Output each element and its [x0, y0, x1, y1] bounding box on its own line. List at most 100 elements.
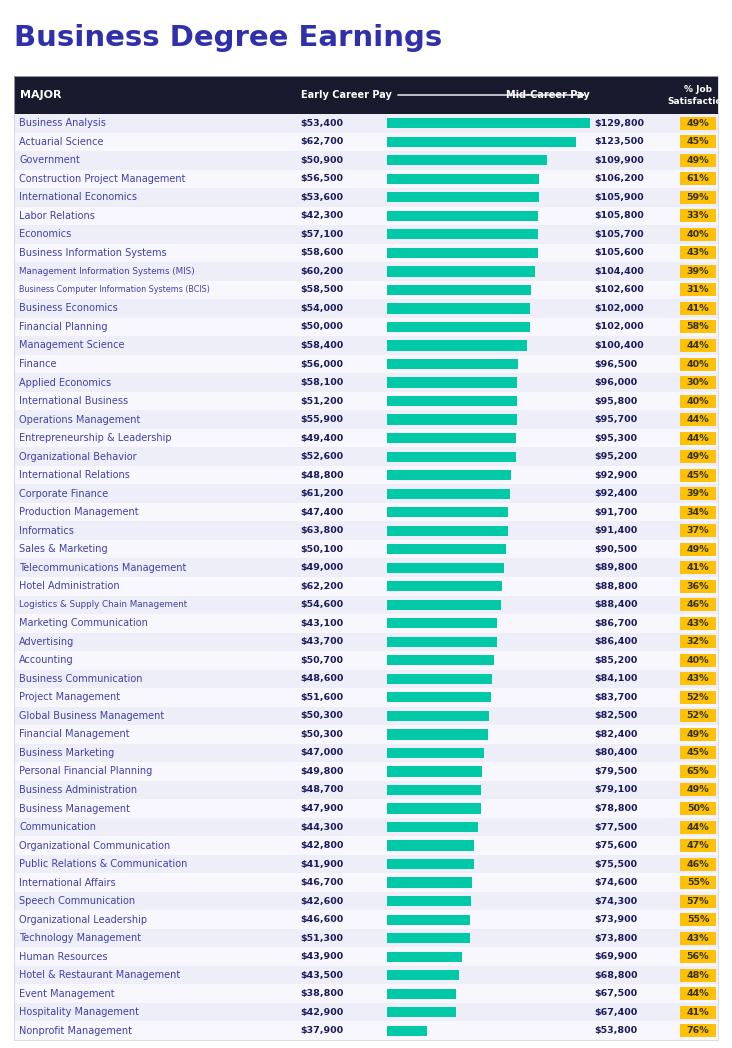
Text: Nonprofit Management: Nonprofit Management [19, 1026, 132, 1035]
Text: $47,000: $47,000 [300, 748, 343, 758]
Bar [680, 968, 716, 982]
Bar [387, 766, 482, 777]
Text: $46,700: $46,700 [300, 878, 343, 887]
Text: $78,800: $78,800 [594, 804, 638, 813]
Text: International Affairs: International Affairs [19, 877, 116, 888]
Text: $105,900: $105,900 [594, 193, 643, 202]
Text: $88,400: $88,400 [594, 601, 638, 609]
Text: 40%: 40% [687, 230, 709, 239]
Text: 37%: 37% [687, 526, 709, 536]
Text: 45%: 45% [687, 137, 709, 147]
Bar [680, 765, 716, 778]
Bar [14, 132, 718, 151]
Text: 43%: 43% [687, 934, 709, 942]
Text: $123,500: $123,500 [594, 137, 643, 147]
Bar [14, 114, 718, 132]
Text: $42,600: $42,600 [300, 897, 343, 905]
Bar [680, 987, 716, 1000]
Text: Project Management: Project Management [19, 693, 120, 702]
Bar [14, 170, 718, 188]
Text: 49%: 49% [687, 156, 709, 165]
Text: $51,600: $51,600 [300, 693, 343, 702]
Text: $85,200: $85,200 [594, 656, 638, 664]
Bar [680, 154, 716, 167]
Text: $62,700: $62,700 [300, 137, 343, 147]
Bar [387, 822, 478, 832]
Text: $43,500: $43,500 [300, 970, 343, 980]
Text: $56,000: $56,000 [300, 359, 343, 369]
Bar [680, 913, 716, 926]
Text: 44%: 44% [687, 989, 709, 998]
Bar [680, 654, 716, 667]
Text: Mid-Career Pay: Mid-Career Pay [507, 90, 590, 100]
Text: $37,900: $37,900 [300, 1026, 343, 1035]
Text: 40%: 40% [687, 656, 709, 664]
Text: 55%: 55% [687, 915, 709, 924]
Text: $95,300: $95,300 [594, 434, 637, 442]
Text: $84,100: $84,100 [594, 674, 638, 683]
Text: $79,100: $79,100 [594, 786, 638, 794]
Bar [680, 691, 716, 704]
Bar [680, 395, 716, 408]
Bar [387, 748, 484, 758]
Bar [14, 984, 718, 1003]
Text: Management Science: Management Science [19, 341, 124, 350]
Bar [14, 299, 718, 318]
Text: $47,400: $47,400 [300, 507, 343, 517]
Text: $50,100: $50,100 [300, 545, 343, 553]
Text: Operations Management: Operations Management [19, 415, 141, 424]
Bar [387, 674, 492, 684]
Bar [387, 174, 539, 183]
Bar [387, 488, 509, 499]
Bar [387, 544, 506, 554]
Bar [14, 411, 718, 429]
Bar [387, 433, 516, 443]
Text: Production Management: Production Management [19, 507, 138, 517]
Text: $52,600: $52,600 [300, 452, 343, 461]
Bar [680, 487, 716, 500]
Text: 50%: 50% [687, 804, 709, 813]
Text: Technology Management: Technology Management [19, 933, 141, 943]
Bar [387, 415, 517, 424]
Bar [14, 762, 718, 781]
Bar [387, 637, 497, 647]
Text: 46%: 46% [687, 601, 709, 609]
Text: Business Degree Earnings: Business Degree Earnings [14, 24, 442, 52]
Text: Business Analysis: Business Analysis [19, 118, 106, 128]
Text: $109,900: $109,900 [594, 156, 643, 165]
Bar [14, 966, 718, 984]
Bar [14, 911, 718, 929]
Text: 33%: 33% [687, 212, 709, 220]
Text: Telecommunications Management: Telecommunications Management [19, 563, 187, 573]
Text: $42,900: $42,900 [300, 1008, 343, 1017]
Bar [14, 262, 718, 281]
Bar [680, 265, 716, 278]
Text: $67,500: $67,500 [594, 989, 637, 998]
Text: Global Business Management: Global Business Management [19, 711, 164, 721]
Text: Logistics & Supply Chain Management: Logistics & Supply Chain Management [19, 601, 187, 609]
Text: $89,800: $89,800 [594, 563, 638, 572]
Bar [14, 225, 718, 243]
Text: % Job: % Job [684, 85, 712, 93]
Text: 45%: 45% [687, 471, 709, 480]
Text: Hotel & Restaurant Management: Hotel & Restaurant Management [19, 970, 180, 980]
Bar [680, 784, 716, 796]
Bar [680, 468, 716, 482]
Text: $50,300: $50,300 [300, 712, 343, 720]
Text: Financial Planning: Financial Planning [19, 322, 108, 332]
Bar [14, 1003, 718, 1022]
Bar [387, 285, 531, 296]
Text: 44%: 44% [687, 823, 709, 831]
Text: 49%: 49% [687, 452, 709, 461]
Bar [387, 729, 488, 740]
Text: $53,400: $53,400 [300, 118, 343, 128]
Text: $90,500: $90,500 [594, 545, 637, 553]
Text: $86,400: $86,400 [594, 637, 638, 647]
Text: $95,700: $95,700 [594, 415, 637, 424]
Text: Construction Project Management: Construction Project Management [19, 174, 185, 183]
Text: Business Management: Business Management [19, 804, 130, 813]
Text: $51,300: $51,300 [300, 934, 343, 942]
Bar [680, 635, 716, 649]
Text: $58,500: $58,500 [300, 285, 343, 294]
Text: 36%: 36% [687, 582, 709, 591]
